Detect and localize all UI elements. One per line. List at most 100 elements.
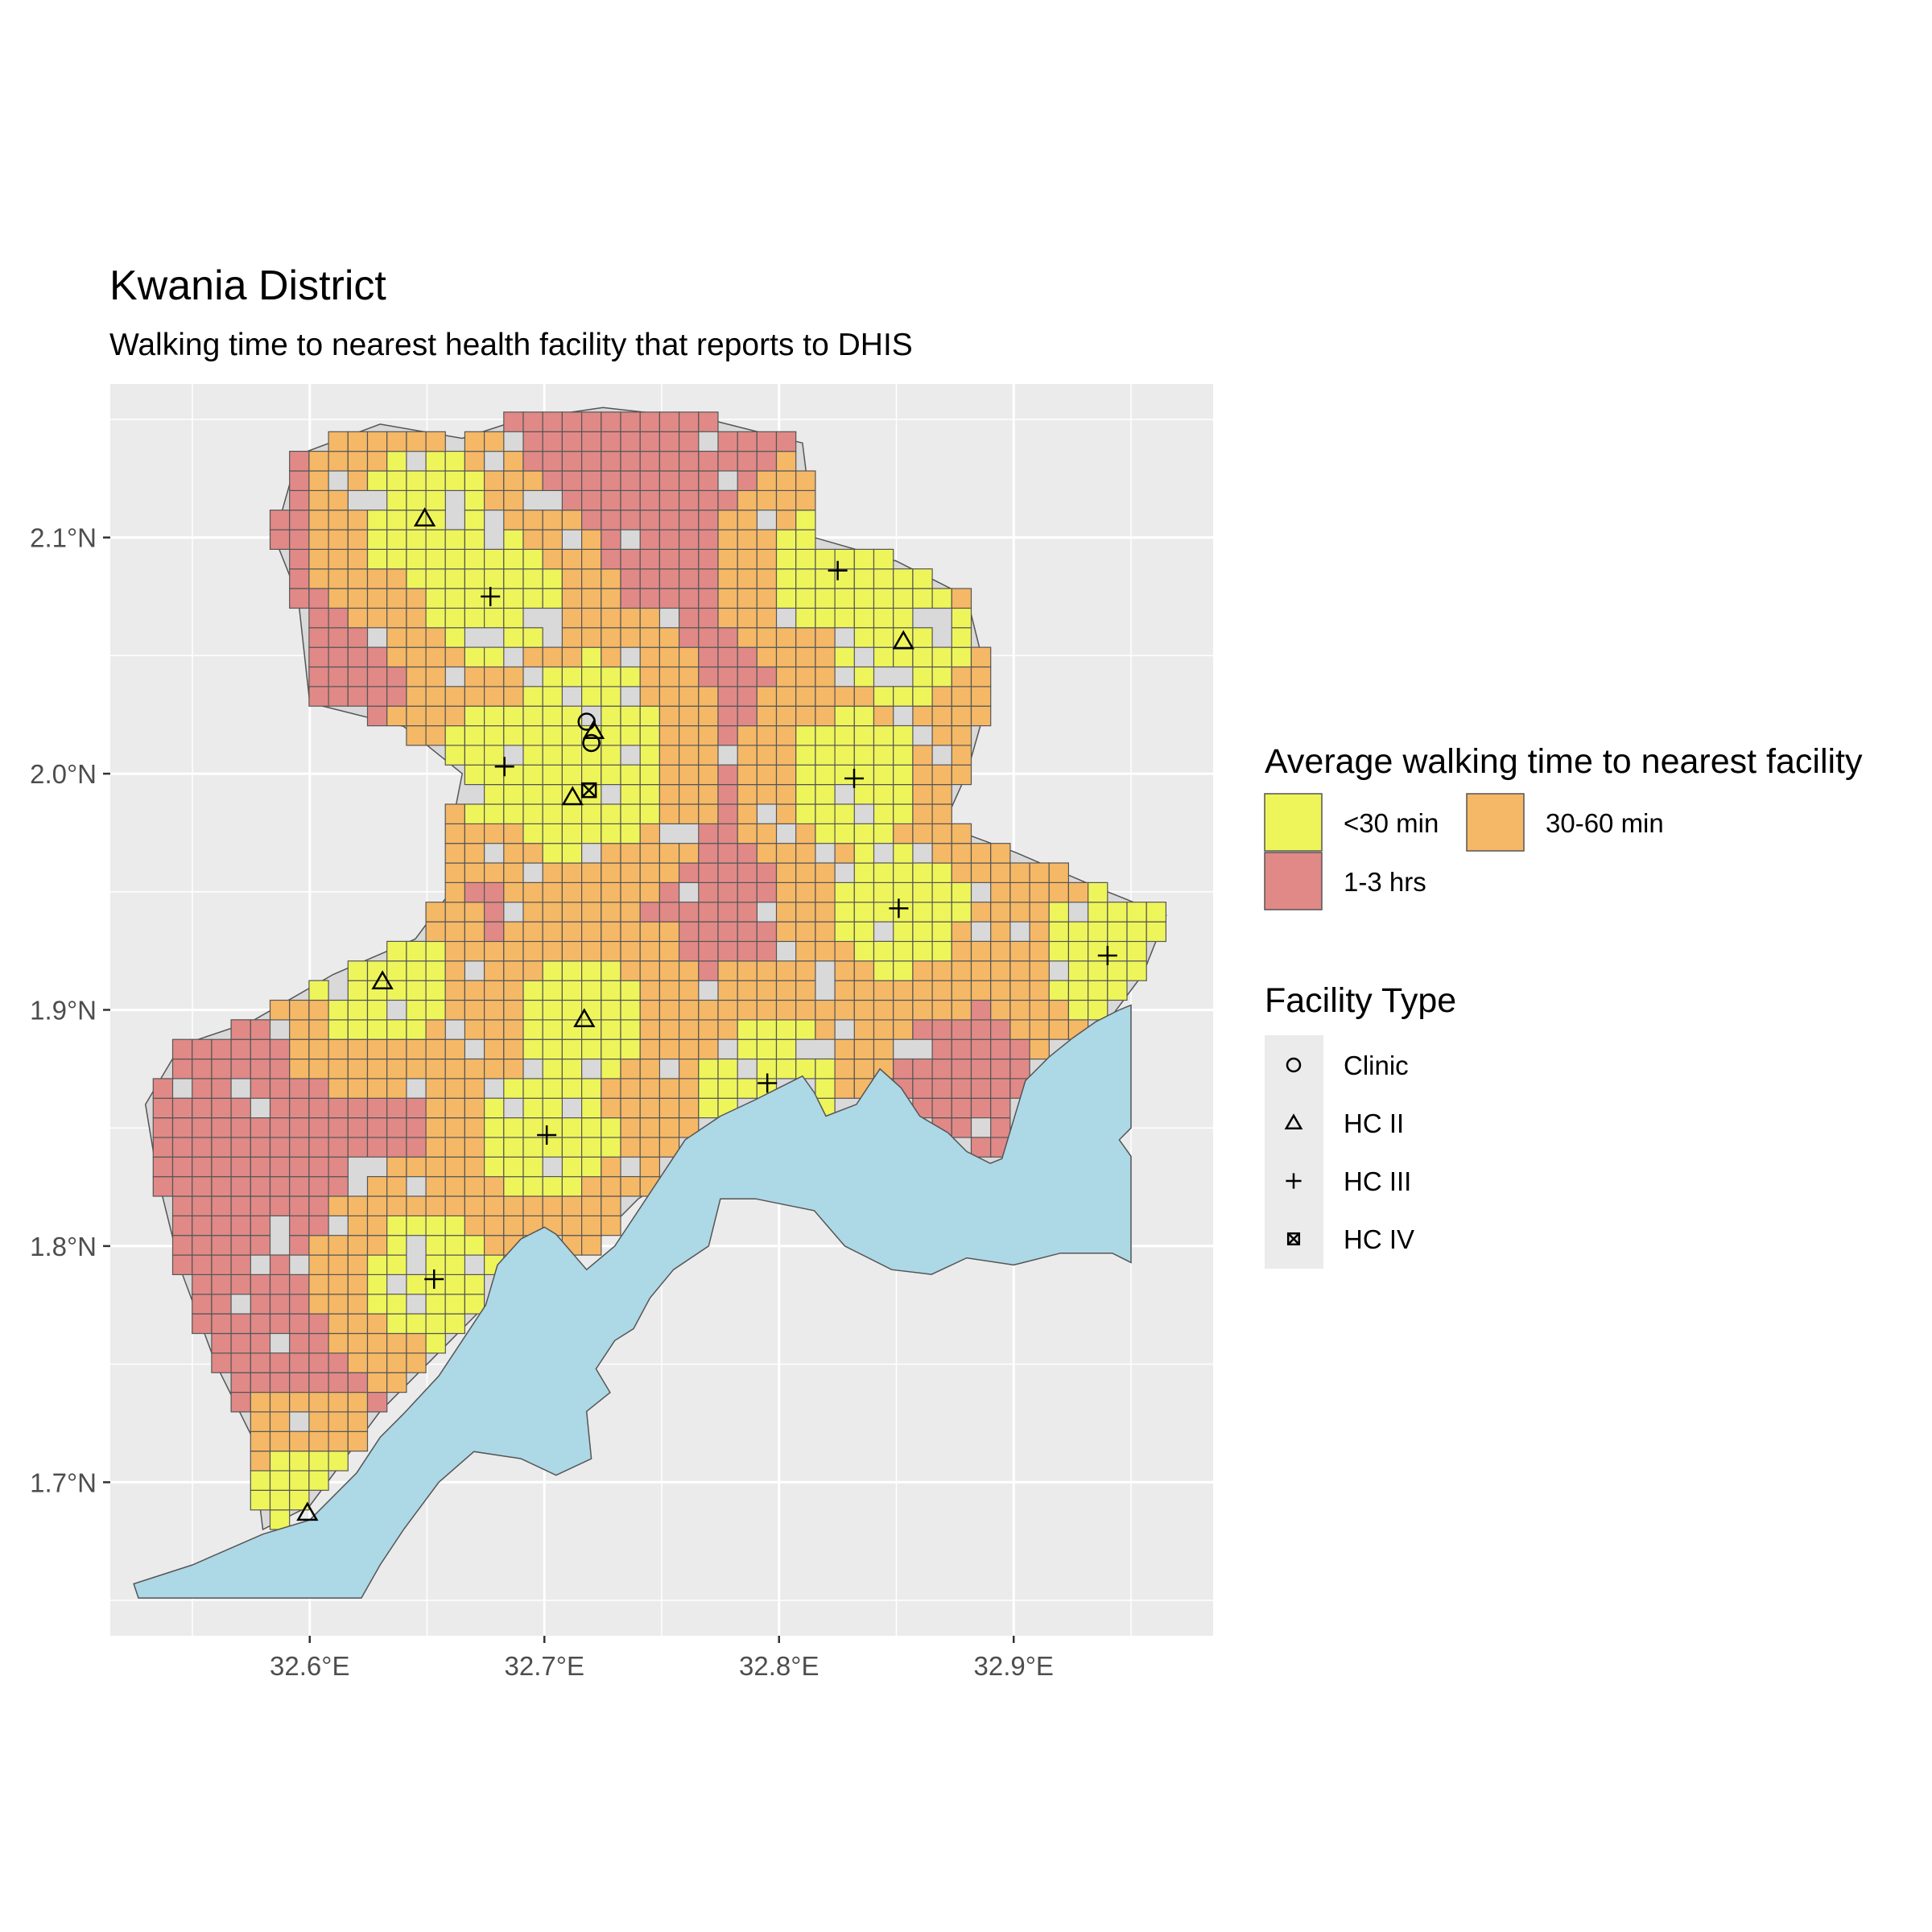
grid-cell — [386, 1078, 407, 1099]
grid-cell — [698, 783, 719, 805]
grid-cell — [522, 686, 543, 707]
grid-cell — [931, 783, 952, 805]
grid-cell — [990, 862, 1011, 883]
grid-cell — [775, 588, 797, 609]
grid-cell — [698, 411, 719, 432]
grid-cell — [250, 1470, 271, 1491]
grid-cell — [406, 529, 427, 550]
grid-cell — [912, 902, 933, 923]
legend-swatch-label: <30 min — [1344, 808, 1439, 838]
grid-cell — [698, 666, 719, 687]
grid-cell — [893, 1058, 914, 1080]
grid-cell — [483, 1038, 505, 1060]
grid-cell — [308, 1391, 329, 1413]
grid-cell — [464, 843, 485, 864]
grid-cell — [347, 1372, 369, 1393]
grid-cell — [561, 431, 583, 452]
grid-cell — [347, 1019, 369, 1040]
grid-cell — [347, 548, 369, 570]
grid-cell — [620, 999, 641, 1021]
grid-cell — [639, 745, 661, 766]
grid-cell — [406, 588, 427, 609]
grid-cell — [522, 646, 543, 668]
grid-cell — [230, 1137, 251, 1158]
grid-cell — [580, 411, 602, 432]
grid-cell — [658, 470, 680, 491]
grid-cell — [152, 1137, 174, 1158]
grid-cell — [328, 1156, 349, 1178]
grid-cell — [795, 881, 816, 903]
grid-cell — [775, 764, 797, 786]
grid-cell — [464, 1137, 485, 1158]
grid-cell — [795, 862, 816, 883]
grid-cell — [990, 1019, 1011, 1040]
grid-cell — [250, 1175, 271, 1197]
grid-cell — [931, 1078, 952, 1099]
grid-cell — [601, 607, 621, 629]
grid-cell — [815, 724, 836, 746]
grid-cell — [1009, 862, 1030, 883]
grid-cell — [328, 1038, 349, 1060]
grid-cell — [503, 1019, 524, 1040]
grid-cell — [483, 470, 505, 491]
grid-cell — [192, 1137, 213, 1158]
grid-cell — [658, 1019, 680, 1040]
grid-cell — [620, 548, 641, 570]
grid-cell — [678, 1058, 700, 1080]
grid-cell — [639, 411, 661, 432]
grid-cell — [620, 666, 641, 687]
grid-cell — [406, 548, 427, 570]
grid-cell — [580, 510, 602, 530]
grid-cell — [639, 529, 661, 550]
grid-cell — [542, 1137, 564, 1158]
grid-cell — [444, 1175, 466, 1197]
facility-marker-hc-ii — [561, 786, 584, 806]
grid-cell — [483, 588, 505, 609]
grid-cell — [678, 607, 700, 629]
grid-cell — [775, 902, 797, 923]
grid-cell — [386, 1235, 407, 1256]
grid-cell — [756, 999, 778, 1021]
grid-cell — [873, 724, 894, 746]
grid-cell — [912, 686, 933, 707]
grid-cell — [483, 823, 505, 844]
grid-cell — [386, 1175, 407, 1197]
grid-cell — [737, 823, 758, 844]
grid-cell — [483, 724, 505, 746]
grid-cell — [211, 1058, 232, 1080]
grid-cell — [192, 1156, 213, 1178]
grid-cell — [756, 921, 778, 943]
grid-cell — [522, 1175, 543, 1197]
grid-cell — [737, 921, 758, 943]
grid-cell — [698, 921, 719, 943]
grid-cell — [990, 1058, 1011, 1080]
grid-cell — [737, 568, 758, 589]
grid-cell — [717, 666, 738, 687]
grid-cell — [853, 823, 875, 844]
grid-cell — [522, 940, 543, 962]
grid-cell — [542, 548, 564, 570]
grid-cell — [366, 1078, 388, 1099]
grid-cell — [230, 1019, 251, 1040]
grid-cell — [561, 823, 583, 844]
grid-cell — [951, 881, 972, 903]
grid-cell — [834, 705, 855, 727]
grid-cell — [639, 470, 661, 491]
map-subtitle: Walking time to nearest health facility … — [109, 328, 913, 362]
grid-cell — [230, 1391, 251, 1413]
grid-cell — [483, 764, 505, 786]
grid-cell — [289, 1058, 310, 1080]
grid-cell — [308, 1019, 329, 1040]
grid-cell — [269, 1430, 291, 1452]
facility-marker-hc-iii — [424, 1269, 444, 1289]
grid-cell — [853, 705, 875, 727]
grid-cell — [444, 1038, 466, 1060]
grid-cell — [386, 1097, 407, 1119]
grid-cell — [444, 940, 466, 962]
grid-cell — [678, 568, 700, 589]
grid-cell — [503, 724, 524, 746]
facility-marker-hc-iii — [1097, 946, 1117, 966]
grid-cell — [737, 705, 758, 727]
grid-cell — [658, 764, 680, 786]
map-panel — [110, 384, 1213, 1636]
